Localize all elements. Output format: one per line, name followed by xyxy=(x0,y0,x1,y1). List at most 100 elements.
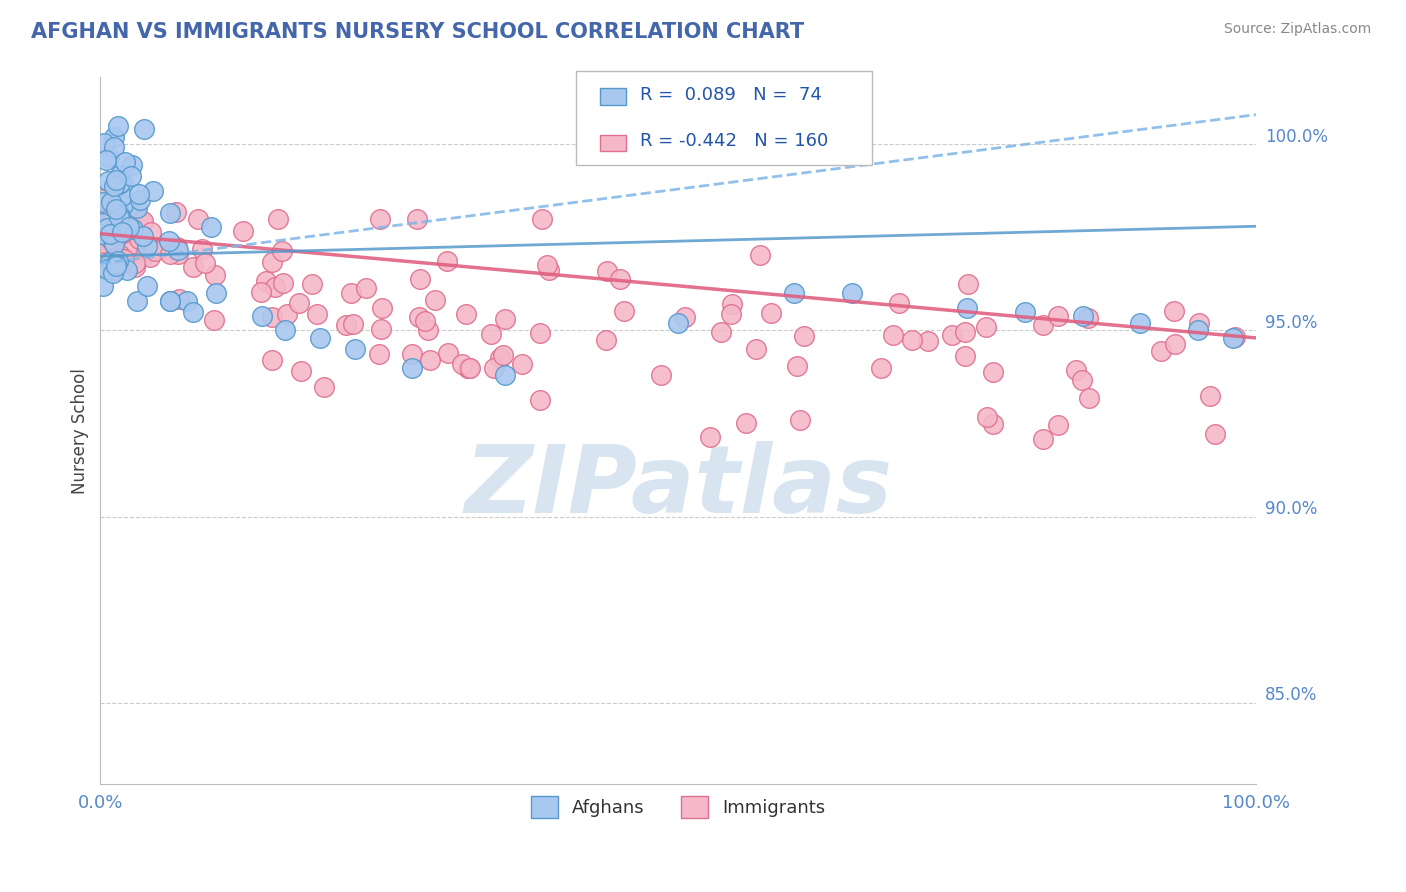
Point xyxy=(370,211,392,226)
Point xyxy=(111,188,134,202)
Point xyxy=(105,173,128,187)
Point xyxy=(250,285,273,299)
Point xyxy=(666,316,689,330)
Point xyxy=(124,260,146,274)
Point xyxy=(103,179,125,194)
Point xyxy=(254,273,277,287)
Point xyxy=(232,224,254,238)
Point xyxy=(793,328,815,343)
Point xyxy=(90,227,112,242)
Point xyxy=(1223,330,1246,344)
Point xyxy=(166,243,188,257)
Point xyxy=(436,345,458,359)
Point xyxy=(111,225,134,239)
Point xyxy=(125,293,148,308)
Point xyxy=(96,262,118,277)
Point xyxy=(128,187,150,202)
Point xyxy=(720,297,742,311)
Point xyxy=(187,211,209,226)
Point xyxy=(451,357,474,371)
Point xyxy=(745,343,768,357)
Point xyxy=(1078,391,1101,405)
Point xyxy=(90,213,112,227)
Point xyxy=(105,257,128,271)
Point xyxy=(90,212,112,227)
Point xyxy=(709,325,731,339)
Point xyxy=(1187,316,1209,330)
Point xyxy=(129,193,152,207)
Point xyxy=(94,153,117,167)
Point xyxy=(93,213,115,227)
Text: ZIPatlas: ZIPatlas xyxy=(464,442,893,533)
Point xyxy=(127,201,149,215)
Point xyxy=(100,205,122,219)
Point xyxy=(122,219,145,234)
Point xyxy=(650,368,672,383)
Point xyxy=(93,255,115,269)
Point xyxy=(202,313,225,327)
Point xyxy=(105,197,128,211)
Point xyxy=(111,198,134,212)
Point xyxy=(537,263,560,277)
Point xyxy=(494,312,516,326)
Point xyxy=(110,169,132,183)
Point xyxy=(97,216,120,230)
Point xyxy=(131,216,153,230)
Point xyxy=(370,322,392,336)
Text: 90.0%: 90.0% xyxy=(1265,500,1317,518)
Text: R = -0.442   N = 160: R = -0.442 N = 160 xyxy=(640,133,828,151)
Legend: Afghans, Immigrants: Afghans, Immigrants xyxy=(523,789,832,825)
Text: 85.0%: 85.0% xyxy=(1265,686,1317,704)
Text: AFGHAN VS IMMIGRANTS NURSERY SCHOOL CORRELATION CHART: AFGHAN VS IMMIGRANTS NURSERY SCHOOL CORR… xyxy=(31,22,804,42)
Point xyxy=(917,334,939,348)
Text: 100.0%: 100.0% xyxy=(1265,128,1329,146)
Point xyxy=(98,227,121,241)
Point xyxy=(90,228,112,243)
Point xyxy=(176,293,198,308)
Point xyxy=(205,286,228,301)
Point xyxy=(96,219,118,234)
Point xyxy=(1163,304,1185,318)
Point xyxy=(267,211,290,226)
Point xyxy=(91,204,114,219)
Point xyxy=(981,417,1004,432)
Point xyxy=(159,247,181,261)
Point xyxy=(953,350,976,364)
Point xyxy=(457,360,479,375)
Point xyxy=(1046,309,1069,323)
Point xyxy=(104,259,127,273)
Y-axis label: Nursery School: Nursery School xyxy=(72,368,89,494)
Point xyxy=(301,277,323,292)
Point xyxy=(96,221,118,235)
Point xyxy=(786,359,808,373)
Point xyxy=(129,225,152,239)
Point xyxy=(114,154,136,169)
Point xyxy=(408,272,430,286)
Point xyxy=(274,323,297,337)
Point xyxy=(1071,309,1094,323)
Point xyxy=(115,242,138,256)
Point xyxy=(956,277,979,291)
Point xyxy=(423,293,446,307)
Point xyxy=(1129,316,1152,330)
Point xyxy=(1164,337,1187,351)
Point xyxy=(981,365,1004,379)
Point xyxy=(108,246,131,260)
Point xyxy=(488,351,510,366)
Point xyxy=(107,119,129,133)
Point xyxy=(191,242,214,256)
Point xyxy=(93,219,115,233)
Point xyxy=(112,252,135,267)
Point xyxy=(157,235,180,249)
Point xyxy=(165,204,187,219)
Point xyxy=(789,413,811,427)
Point xyxy=(749,248,772,262)
Point xyxy=(131,228,153,243)
Point xyxy=(91,278,114,293)
Point xyxy=(1032,318,1054,332)
Point xyxy=(98,255,121,269)
Point xyxy=(1199,388,1222,402)
Point xyxy=(976,409,998,424)
Text: R =  0.089   N =  74: R = 0.089 N = 74 xyxy=(640,86,821,103)
Point xyxy=(456,306,478,320)
